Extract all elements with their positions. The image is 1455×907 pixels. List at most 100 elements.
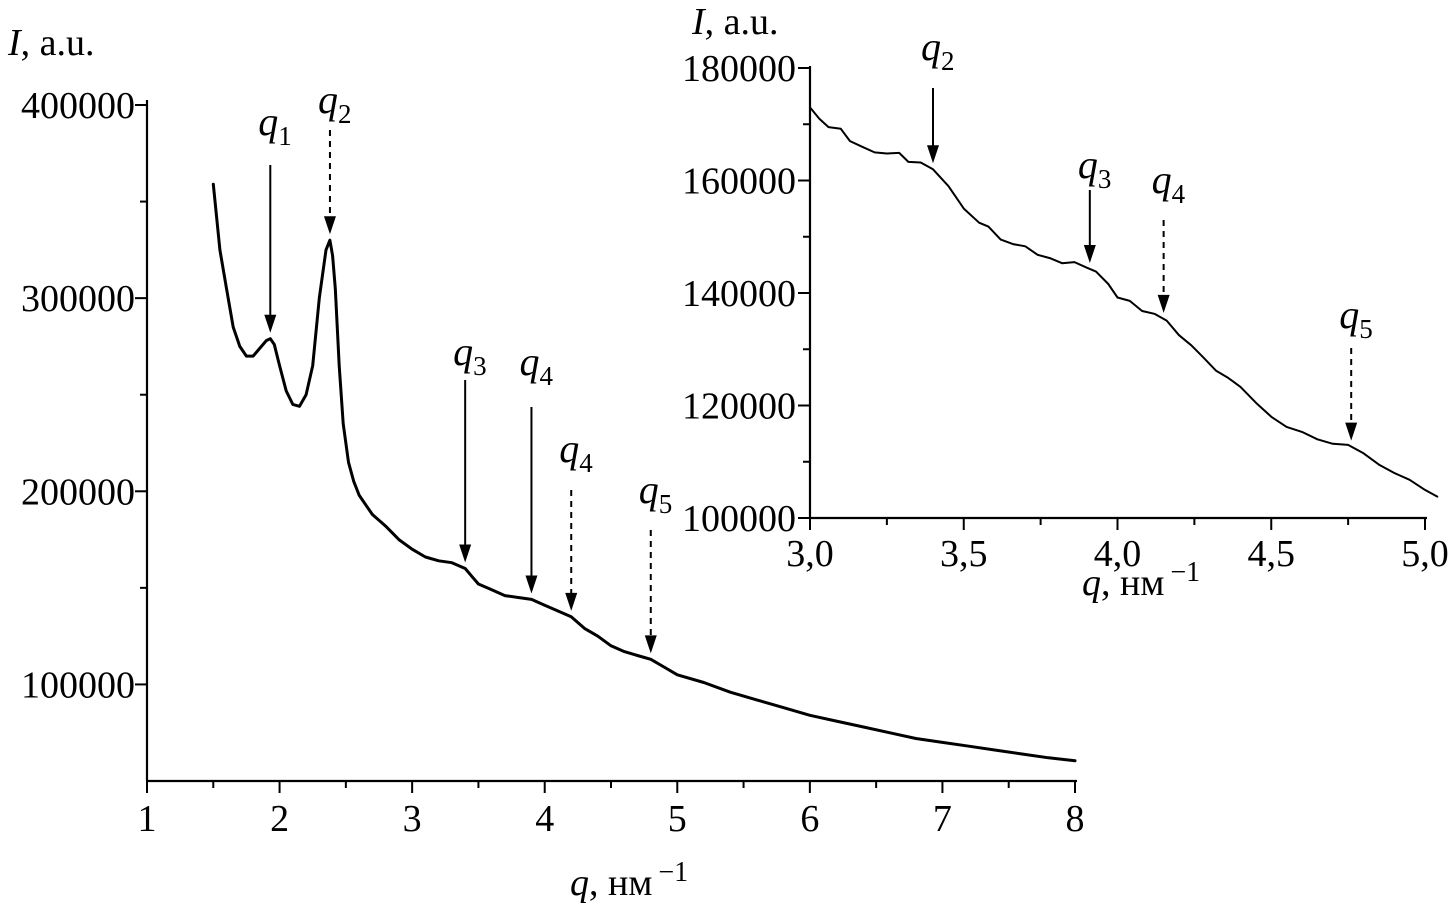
main-data-point <box>756 699 758 701</box>
inset-y-tick-label: 100000 <box>682 498 796 540</box>
main-data-point <box>365 504 367 506</box>
main-data-point <box>597 635 599 637</box>
inset-data-point <box>978 222 980 224</box>
main-data-point <box>273 343 275 346</box>
inset-data-point <box>1316 438 1318 440</box>
main-annotation-label: q2 <box>318 77 352 129</box>
inset-data-point <box>1436 496 1438 498</box>
main-data-point <box>968 745 970 747</box>
main-data-point <box>471 575 473 577</box>
main-data-point <box>347 461 350 463</box>
main-x-title: q, нм −1 <box>570 857 688 904</box>
inset-y-tick-label: 120000 <box>682 386 796 428</box>
inset-y-title: I, a.u. <box>691 1 779 43</box>
inset-y-tick-label: 140000 <box>682 273 796 315</box>
main-annotation-label: q5 <box>639 467 673 519</box>
main-data-point <box>703 681 705 684</box>
main-y-tick-label: 200000 <box>21 471 135 513</box>
inset-data-point <box>1073 261 1076 263</box>
inset-data-point <box>827 126 830 128</box>
inset-data-point <box>861 146 863 148</box>
main-data-point <box>342 423 344 425</box>
main-data-point <box>239 345 241 347</box>
inset-data-point <box>1270 416 1272 418</box>
main-data-point <box>809 714 811 716</box>
main-series-line <box>211 182 1077 763</box>
main-data-point <box>623 651 625 653</box>
main-data-point <box>325 249 327 251</box>
inset-data-point <box>1116 296 1119 299</box>
inset-annotation-label: q4 <box>1152 157 1186 209</box>
main-data-point <box>318 297 320 299</box>
main-data-point <box>358 494 360 496</box>
inset-data-point <box>1301 431 1303 433</box>
main-data-point <box>1021 753 1023 755</box>
main-y-title: I, a.u. <box>7 22 95 64</box>
inset-data-point <box>1190 344 1192 346</box>
inset-y-tick-label: 180000 <box>682 48 796 90</box>
main-data-point <box>782 707 784 709</box>
inset-data-point <box>886 152 888 155</box>
inset-series-line <box>809 106 1439 498</box>
inset-annotation-label: q3 <box>1078 142 1112 194</box>
main-data-point <box>650 658 652 660</box>
inset-x-tick-label: 3,0 <box>786 533 834 575</box>
main-data-point <box>338 365 340 367</box>
main-annotation-label: q4 <box>519 339 553 391</box>
main-data-point <box>252 355 254 357</box>
main-data-point <box>371 513 373 516</box>
main-data-point <box>385 525 387 527</box>
main-data-point <box>1074 760 1076 762</box>
main-data-point <box>941 741 944 744</box>
inset-data-point <box>1393 472 1395 474</box>
main-y-tick-label: 300000 <box>21 278 135 320</box>
main-x-tick-label: 5 <box>668 798 687 840</box>
main-data-point <box>285 390 287 392</box>
main-annotation-arrowhead <box>644 635 657 654</box>
main-data-point <box>636 654 639 657</box>
main-data-point <box>438 560 440 562</box>
inset-data-point <box>1086 267 1088 269</box>
inset-data-point <box>1107 283 1109 285</box>
main-x-tick-label: 3 <box>403 798 422 840</box>
main-x-tick-label: 6 <box>800 798 819 840</box>
main-data-point <box>219 249 221 251</box>
inset-data-point <box>987 226 990 228</box>
inset-y-tick-label: 160000 <box>682 161 796 203</box>
main-annotation-arrowhead <box>264 314 277 333</box>
main-annotation-arrowhead <box>525 575 538 594</box>
main-data-point <box>477 583 479 585</box>
main-data-point <box>279 365 281 367</box>
inset-annotation-arrowhead <box>1083 245 1096 263</box>
inset-data-point <box>1166 320 1168 322</box>
main-x-tick-label: 8 <box>1066 798 1085 840</box>
main-data-point <box>305 394 307 396</box>
main-data-point <box>334 287 336 290</box>
inset-data-point <box>1215 370 1217 372</box>
inset-data-point <box>1203 357 1205 359</box>
main-data-point <box>676 674 678 676</box>
main-data-point <box>298 405 301 407</box>
main-data-point <box>398 539 400 541</box>
main-data-point <box>663 666 665 668</box>
main-annotation-label: q3 <box>453 329 487 381</box>
main-data-point <box>424 556 426 558</box>
main-data-point <box>451 562 453 564</box>
main-annotation-arrowhead <box>565 592 578 611</box>
inset-annotation-label: q5 <box>1339 292 1373 344</box>
inset-data-point <box>1141 310 1143 312</box>
inset-x-tick-label: 4,5 <box>1248 533 1296 575</box>
inset-x-tick-label: 3,5 <box>940 533 988 575</box>
main-data-point <box>517 596 519 599</box>
inset-data-point <box>932 168 934 170</box>
inset-annotation-arrowhead <box>1157 294 1170 313</box>
main-data-point <box>557 610 559 612</box>
main-annotation-label: q1 <box>258 99 292 151</box>
inset-data-point <box>1000 239 1002 241</box>
inset-x-tick-label: 4,0 <box>1094 533 1142 575</box>
main-data-point <box>994 749 997 751</box>
inset-data-point <box>1037 254 1039 256</box>
main-data-point <box>225 287 228 290</box>
main-data-point <box>915 737 917 740</box>
